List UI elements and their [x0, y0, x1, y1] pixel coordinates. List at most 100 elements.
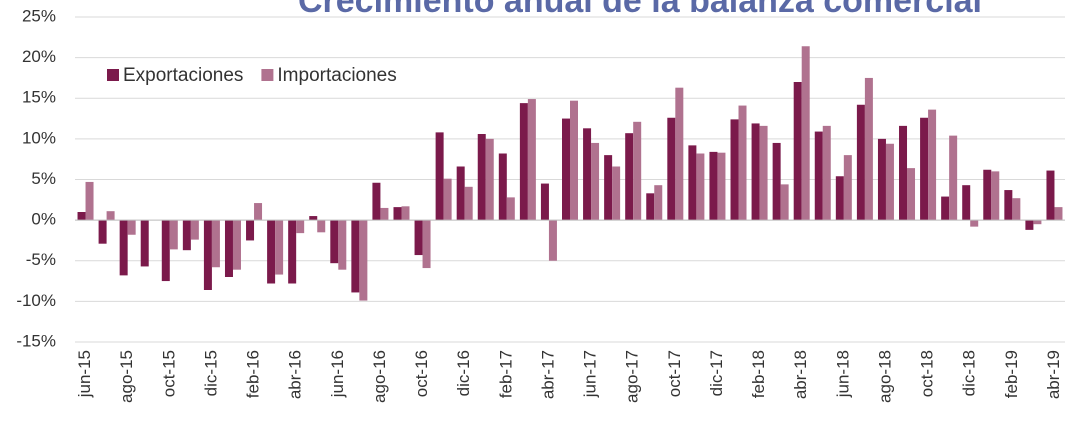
bar: [127, 220, 136, 235]
y-tick-label: 10%: [22, 128, 56, 147]
x-tick-label: feb-18: [749, 350, 768, 398]
chart-title: Crecimiento anual de la balanza comercia…: [298, 0, 982, 20]
bar: [169, 220, 178, 250]
x-tick-label: jun-17: [581, 350, 600, 398]
bar: [646, 193, 655, 221]
bar: [211, 220, 220, 268]
bar: [696, 153, 705, 221]
bar: [359, 220, 368, 301]
bar: [1004, 190, 1013, 221]
bar: [267, 220, 276, 284]
bar: [612, 166, 621, 221]
y-tick-label: -15%: [16, 331, 56, 350]
bar: [372, 182, 381, 221]
bar: [161, 220, 170, 282]
bar: [224, 220, 233, 277]
bar: [738, 105, 747, 221]
bar: [422, 220, 431, 269]
bar: [730, 119, 739, 221]
bar: [1025, 220, 1034, 230]
x-tick-label: ago-17: [623, 350, 642, 403]
bar: [1054, 207, 1063, 221]
legend-label: Importaciones: [277, 65, 396, 86]
bar: [835, 176, 844, 221]
x-tick-label: dic-15: [201, 350, 220, 396]
bar: [885, 143, 894, 221]
y-tick-label: 0%: [31, 210, 56, 229]
bar: [506, 197, 515, 221]
bar: [759, 125, 768, 221]
bar: [970, 220, 979, 227]
x-tick-label: jun-18: [833, 350, 852, 398]
bar: [393, 207, 402, 221]
x-tick-label: feb-17: [496, 350, 515, 398]
bar: [232, 220, 241, 270]
bar: [562, 118, 570, 221]
bar: [275, 220, 284, 275]
x-tick-label: oct-17: [665, 350, 684, 397]
bar: [928, 109, 937, 221]
bar: [1012, 198, 1021, 221]
bar: [464, 186, 473, 221]
x-tick-label: feb-16: [244, 350, 263, 398]
bar: [983, 169, 992, 221]
bar: [85, 181, 94, 221]
bar: [864, 77, 873, 221]
bar: [443, 178, 452, 221]
bar: [485, 138, 494, 221]
x-tick-label: abr-18: [791, 350, 810, 399]
bar: [793, 82, 802, 221]
bar: [296, 220, 305, 234]
bar: [962, 185, 971, 221]
bar: [456, 166, 465, 221]
bar: [843, 155, 852, 221]
bar: [604, 155, 613, 221]
bar: [801, 46, 810, 221]
bar: [140, 220, 149, 267]
bar: [435, 132, 444, 221]
bar: [920, 117, 929, 221]
bar: [98, 220, 107, 244]
x-tick-label: feb-19: [1002, 350, 1021, 398]
y-tick-label: 25%: [22, 6, 56, 25]
legend-swatch: [261, 69, 274, 81]
x-tick-label: dic-17: [707, 350, 726, 396]
bar: [246, 220, 255, 241]
y-tick-label: -5%: [26, 250, 56, 269]
bar: [625, 133, 634, 221]
x-tick-label: ago-18: [875, 350, 894, 403]
bar: [548, 220, 557, 261]
bar: [583, 128, 592, 221]
x-tick-label: abr-19: [1044, 350, 1063, 399]
bar: [991, 171, 1000, 221]
bar: [709, 151, 718, 221]
x-tick-label: ago-15: [117, 350, 136, 403]
bar: [654, 185, 663, 221]
bar: [401, 206, 410, 221]
bar: [119, 220, 128, 276]
bar: [330, 220, 339, 264]
x-tick-label: oct-15: [159, 350, 178, 397]
bar: [380, 207, 389, 221]
y-tick-label: 15%: [22, 88, 56, 107]
x-tick-label: dic-18: [960, 350, 979, 396]
bar: [814, 131, 823, 221]
bar: [254, 203, 263, 221]
bar: [288, 220, 297, 284]
x-tick-label: dic-16: [454, 350, 473, 396]
bar: [570, 100, 578, 221]
bar: [540, 183, 549, 221]
bar: [667, 117, 676, 221]
x-tick-label: abr-16: [286, 350, 305, 399]
x-tick-label: ago-16: [370, 350, 389, 403]
x-tick-label: jun-15: [75, 350, 94, 398]
bar: [351, 220, 360, 293]
x-tick-label: jun-16: [328, 350, 347, 398]
bar: [317, 220, 326, 233]
bar: [633, 121, 642, 221]
bar: [1033, 220, 1042, 225]
bar: [338, 220, 347, 270]
y-tick-label: 5%: [31, 169, 56, 188]
bar: [591, 142, 600, 221]
bar: [309, 216, 318, 221]
